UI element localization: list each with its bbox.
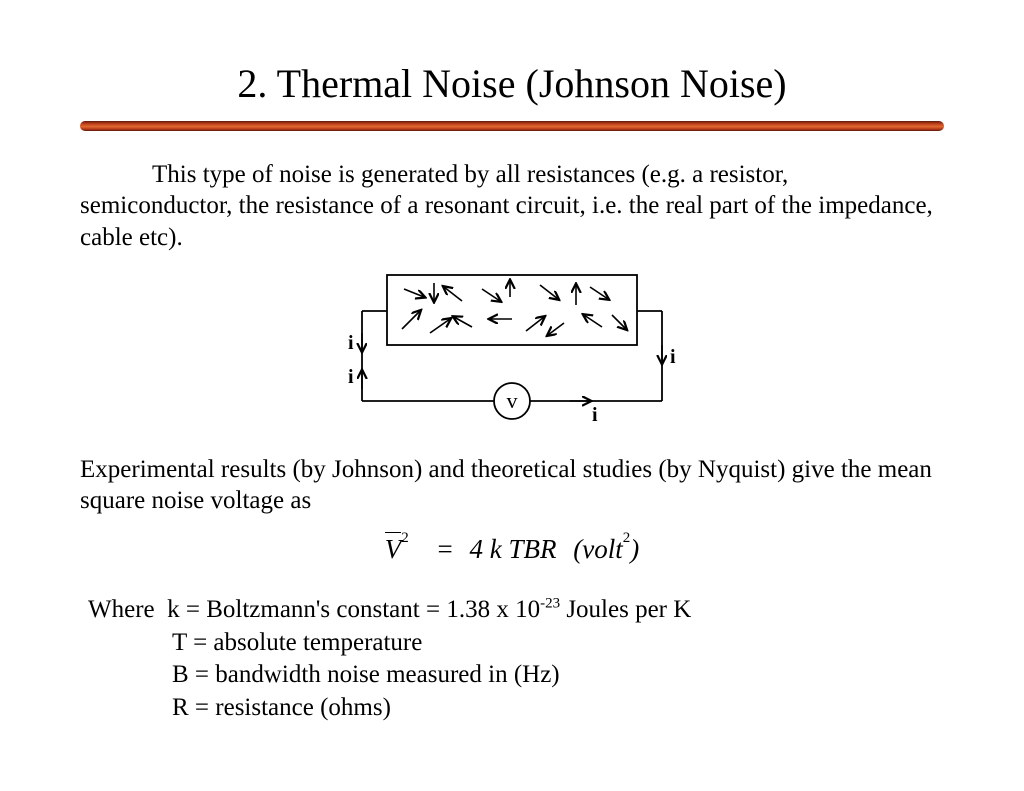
voltmeter-label: v	[507, 388, 518, 413]
slide: 2. Thermal Noise (Johnson Noise) This ty…	[0, 0, 1024, 791]
formula-unit: (volt2)	[563, 534, 639, 564]
formula-terms: k TBR	[490, 534, 557, 564]
formula-v: V	[385, 534, 402, 564]
formula-eq: =	[416, 534, 463, 564]
where-block: Where k = Boltzmann's constant = 1.38 x …	[88, 594, 944, 724]
i-label-4: i	[592, 404, 598, 426]
circuit-diagram: v i i i i	[80, 271, 944, 436]
circuit-svg: v i i i i	[312, 271, 712, 431]
results-paragraph: Experimental results (by Johnson) and th…	[80, 454, 944, 517]
resistor-box	[387, 275, 637, 345]
i-label-1: i	[348, 332, 354, 354]
where-k: Where k = Boltzmann's constant = 1.38 x …	[88, 594, 944, 627]
formula-lhs-exp: 2	[401, 530, 409, 546]
title-underline	[80, 121, 944, 131]
slide-title: 2. Thermal Noise (Johnson Noise)	[80, 60, 944, 107]
intro-paragraph: This type of noise is generated by all r…	[80, 159, 944, 253]
formula-lhs: V	[385, 534, 402, 565]
where-b: B = bandwidth noise measured in (Hz)	[88, 659, 944, 692]
where-label: Where	[88, 596, 155, 623]
random-arrows	[402, 281, 626, 335]
i-label-3: i	[670, 346, 676, 368]
i-label-2: i	[348, 366, 354, 388]
formula-coeff: 4	[469, 534, 483, 564]
where-r: R = resistance (ohms)	[88, 692, 944, 725]
formula: V 2 = 4 k TBR (volt2)	[80, 534, 944, 578]
where-t: T = absolute temperature	[88, 627, 944, 660]
